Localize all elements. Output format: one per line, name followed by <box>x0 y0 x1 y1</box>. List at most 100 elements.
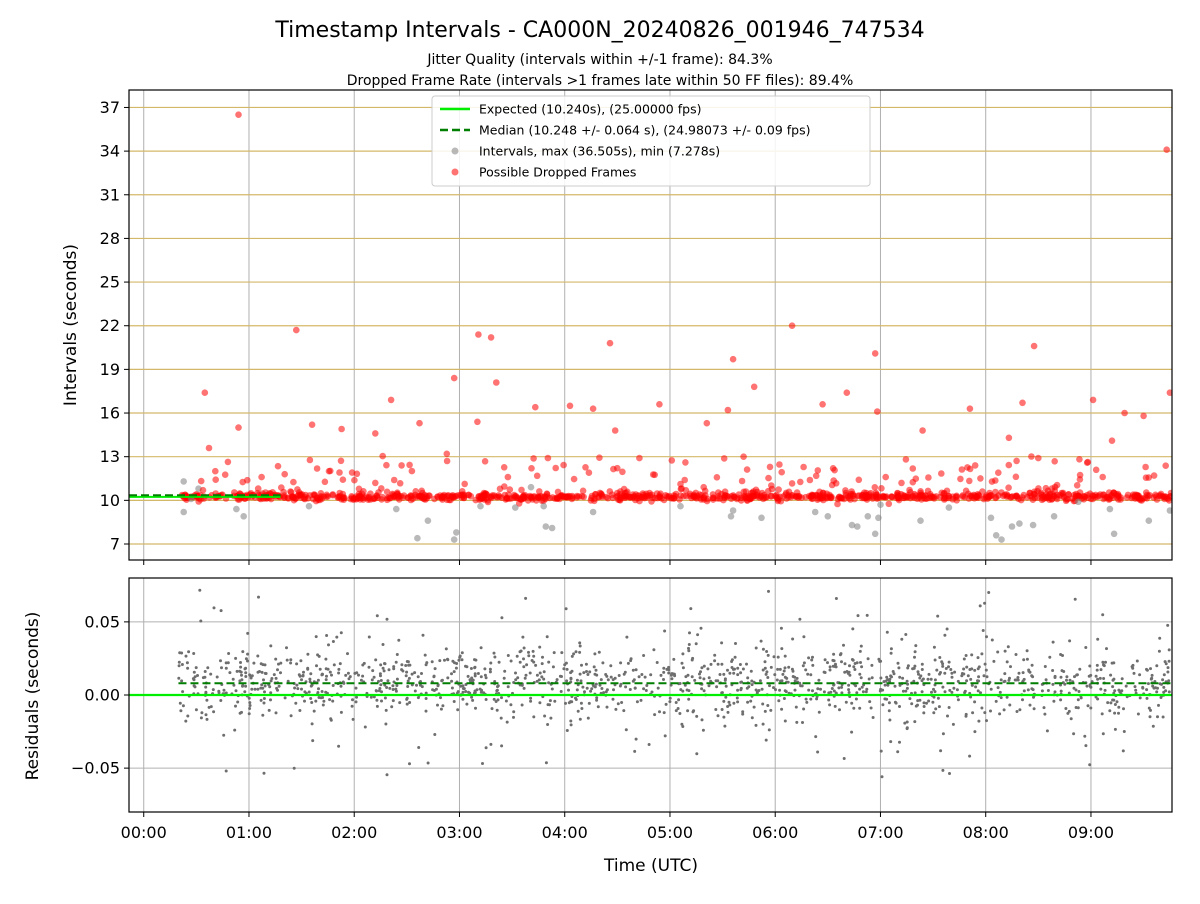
dropped-frame-point <box>400 492 408 499</box>
residual-point <box>439 707 443 711</box>
residuals-points <box>129 588 1172 779</box>
residual-point <box>840 685 844 689</box>
residual-point <box>793 679 797 683</box>
residual-point <box>782 669 786 673</box>
residual-point <box>609 675 613 679</box>
residual-point <box>1030 663 1034 667</box>
residual-point <box>324 657 328 661</box>
residual-point <box>843 670 847 674</box>
residual-point <box>834 597 838 600</box>
residual-point <box>314 635 318 639</box>
dropped-frame-point <box>1028 453 1035 460</box>
residual-point <box>232 683 236 687</box>
residual-point <box>698 676 702 680</box>
residuals-axes-frame <box>128 577 1173 813</box>
residual-point <box>193 685 197 689</box>
dropped-frame-point <box>269 489 276 496</box>
residual-point <box>492 651 496 655</box>
residual-point <box>809 697 813 701</box>
residual-point <box>316 678 320 682</box>
residual-point <box>384 722 388 726</box>
residual-point <box>941 662 945 666</box>
residual-point <box>937 705 941 709</box>
dropped-frame-point <box>481 458 489 465</box>
residual-point <box>331 640 335 643</box>
legend-dropped-label: Possible Dropped Frames <box>479 165 636 180</box>
legend-box <box>431 95 871 187</box>
residual-point <box>238 711 242 715</box>
residual-point <box>950 675 954 679</box>
dropped-frame-point <box>898 479 905 487</box>
dropped-frame-point <box>1162 462 1169 470</box>
dropped-frame-point <box>709 496 717 503</box>
dropped-frame-point <box>460 494 468 502</box>
residual-point <box>1108 709 1112 713</box>
residual-point <box>702 689 706 693</box>
residual-point <box>1121 749 1125 753</box>
residual-point <box>1115 700 1119 704</box>
residual-point <box>597 650 601 654</box>
x-tick-label: 09:00 <box>1068 823 1114 842</box>
residual-point <box>1117 711 1120 715</box>
dropped-frame-point <box>477 493 484 501</box>
residual-point <box>354 686 358 690</box>
residual-point <box>529 699 533 703</box>
residual-point <box>1021 698 1024 702</box>
residual-point <box>680 661 684 665</box>
residual-point <box>781 672 785 676</box>
residual-point <box>599 678 603 682</box>
residual-point <box>207 705 211 709</box>
residual-point <box>851 627 855 631</box>
residual-point <box>795 676 799 680</box>
residual-point <box>415 683 418 687</box>
residual-point <box>1113 703 1117 706</box>
residual-point <box>624 685 628 689</box>
residual-point <box>1052 699 1056 703</box>
residual-point <box>310 722 314 726</box>
residual-point <box>1146 682 1150 686</box>
residual-point <box>529 696 533 700</box>
residual-point <box>964 654 968 657</box>
residual-point <box>1083 734 1087 738</box>
residual-point <box>390 705 394 709</box>
residual-point <box>583 690 586 694</box>
residual-point <box>898 683 902 687</box>
residual-point <box>658 710 661 714</box>
residual-point <box>211 688 215 692</box>
residual-point <box>612 688 615 692</box>
residual-point <box>466 674 470 678</box>
residual-point <box>728 671 732 675</box>
residual-point <box>316 691 320 694</box>
residual-point <box>350 704 354 708</box>
residual-point <box>716 662 720 666</box>
interval-point <box>848 521 856 529</box>
residual-point <box>439 696 442 700</box>
residual-point <box>1095 668 1099 672</box>
residual-point <box>283 696 287 700</box>
residual-point <box>948 688 952 692</box>
dropped-frame-point <box>651 471 658 479</box>
residual-point <box>580 663 583 667</box>
residual-point <box>815 697 819 701</box>
residual-point <box>898 675 902 679</box>
residual-point <box>1086 704 1090 708</box>
residual-point <box>688 631 691 635</box>
dropped-frame-point <box>728 495 735 503</box>
residual-point <box>904 633 908 636</box>
residual-point <box>381 643 385 646</box>
residual-point <box>194 666 198 670</box>
residual-point <box>905 686 909 690</box>
x-tick-label: 02:00 <box>331 823 377 842</box>
residual-point <box>852 706 856 710</box>
dropped-frame-point <box>966 405 974 413</box>
residual-point <box>578 672 582 676</box>
dropped-frame-point <box>715 489 722 496</box>
residual-point <box>246 652 250 656</box>
dropped-frame-point <box>733 495 741 503</box>
residual-point <box>177 660 181 664</box>
residual-point <box>384 708 388 712</box>
residual-point <box>310 701 314 704</box>
residual-point <box>733 667 736 671</box>
residual-point <box>941 685 945 689</box>
dropped-frame-point <box>720 494 728 501</box>
